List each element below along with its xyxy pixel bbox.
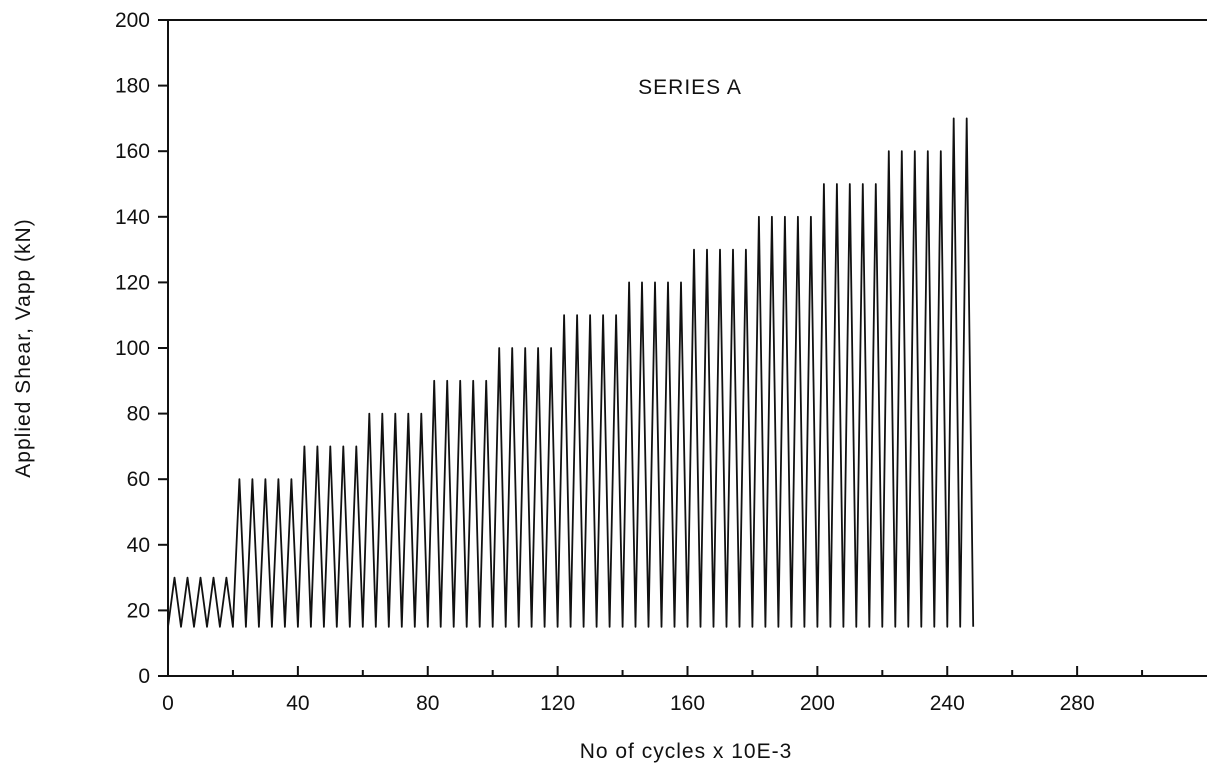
x-tick-label: 40	[286, 692, 309, 715]
x-tick-label: 160	[670, 692, 705, 715]
x-tick-label: 80	[416, 692, 439, 715]
y-tick-label: 140	[115, 206, 150, 229]
y-tick-label: 40	[127, 534, 150, 557]
y-tick-label: 180	[115, 75, 150, 98]
y-tick-label: 80	[127, 403, 150, 426]
y-axis-title: Applied Shear, Vapp (kN)	[12, 218, 35, 477]
y-tick-label: 120	[115, 271, 150, 294]
y-tick-label: 0	[138, 665, 150, 688]
y-axis: 0 20 40 60 80 100 120 140 160 180 200	[115, 9, 168, 688]
y-tick-label: 200	[115, 9, 150, 32]
x-tick-label: 120	[540, 692, 575, 715]
y-tick-label: 60	[127, 468, 150, 491]
x-tick-label: 200	[800, 692, 835, 715]
x-axis-title: No of cycles x 10E-3	[580, 740, 793, 763]
y-tick-label: 20	[127, 599, 150, 622]
x-tick-label: 240	[930, 692, 965, 715]
y-tick-label: 100	[115, 337, 150, 360]
series-layer	[167, 117, 975, 628]
x-axis: 0 40 80 120 160 200 240 280	[162, 666, 1144, 715]
chart-title: SERIES A	[638, 76, 742, 99]
series-line	[167, 117, 975, 628]
x-tick-label: 280	[1060, 692, 1095, 715]
y-tick-label: 160	[115, 140, 150, 163]
x-tick-label: 0	[162, 692, 174, 715]
